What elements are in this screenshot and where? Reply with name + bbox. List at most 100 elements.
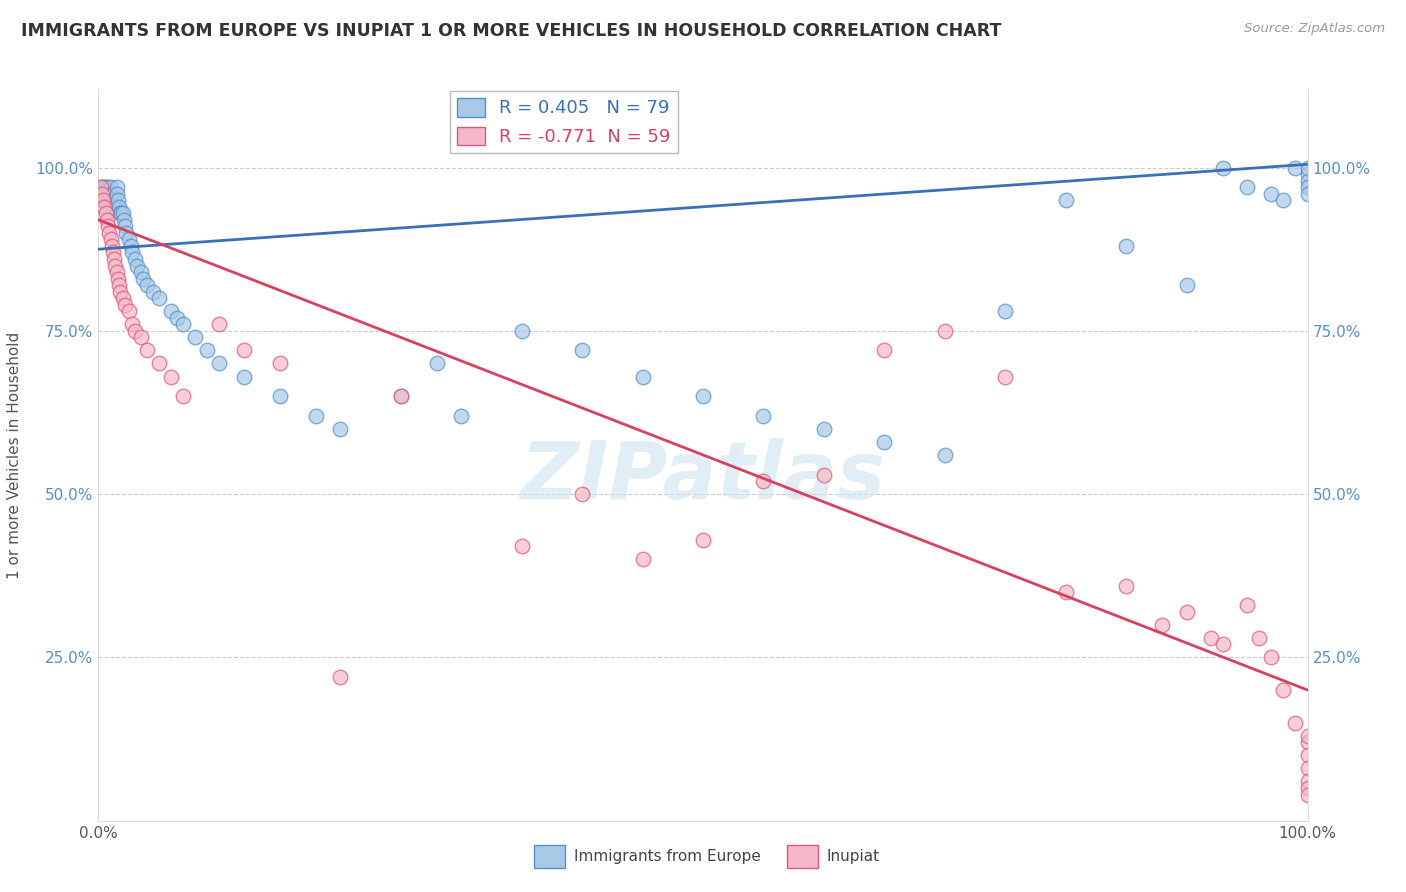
- Point: [692, 533, 714, 547]
- Point: [873, 343, 896, 358]
- Bar: [534, 846, 565, 868]
- Point: [1260, 186, 1282, 201]
- Point: [114, 219, 136, 234]
- Point: [1296, 167, 1319, 181]
- Point: [1296, 180, 1319, 194]
- Point: [100, 232, 122, 246]
- Point: [129, 330, 152, 344]
- Point: [571, 343, 593, 358]
- Point: [96, 212, 118, 227]
- Point: [631, 552, 654, 566]
- Point: [97, 219, 120, 234]
- Point: [1296, 735, 1319, 749]
- Point: [208, 356, 231, 371]
- Point: [100, 193, 122, 207]
- Point: [1272, 193, 1295, 207]
- Point: [103, 193, 125, 207]
- Point: [97, 180, 120, 194]
- Point: [132, 271, 155, 285]
- Point: [108, 200, 131, 214]
- Point: [101, 245, 124, 260]
- Point: [1296, 788, 1319, 802]
- Point: [108, 278, 131, 293]
- Point: [172, 318, 194, 332]
- Point: [91, 193, 114, 207]
- Point: [124, 252, 146, 266]
- Point: [1296, 186, 1319, 201]
- Point: [172, 389, 194, 403]
- Text: Source: ZipAtlas.com: Source: ZipAtlas.com: [1244, 22, 1385, 36]
- Point: [91, 180, 114, 194]
- Point: [111, 206, 134, 220]
- Legend: R = 0.405   N = 79, R = -0.771  N = 59: R = 0.405 N = 79, R = -0.771 N = 59: [450, 91, 678, 153]
- Point: [120, 239, 142, 253]
- Point: [135, 278, 157, 293]
- Point: [94, 206, 117, 220]
- Point: [108, 206, 131, 220]
- Point: [127, 259, 149, 273]
- Point: [1199, 631, 1222, 645]
- Point: [94, 180, 117, 194]
- Point: [142, 285, 165, 299]
- Point: [1152, 617, 1174, 632]
- Point: [160, 304, 183, 318]
- Point: [115, 226, 138, 240]
- Point: [166, 310, 188, 325]
- Point: [1272, 683, 1295, 698]
- Point: [100, 186, 122, 201]
- Point: [1236, 180, 1258, 194]
- Point: [1296, 761, 1319, 775]
- Point: [1115, 578, 1137, 592]
- Point: [1054, 585, 1077, 599]
- Point: [101, 193, 124, 207]
- Point: [90, 180, 112, 194]
- Point: [112, 212, 135, 227]
- Point: [114, 298, 136, 312]
- Point: [510, 324, 533, 338]
- Point: [752, 409, 775, 423]
- Text: Immigrants from Europe: Immigrants from Europe: [574, 849, 761, 864]
- Point: [1284, 161, 1306, 175]
- Text: Inupiat: Inupiat: [827, 849, 880, 864]
- Point: [1296, 161, 1319, 175]
- Point: [97, 186, 120, 201]
- Point: [118, 232, 141, 246]
- Point: [118, 304, 141, 318]
- Point: [813, 467, 835, 482]
- Point: [994, 304, 1017, 318]
- Point: [107, 271, 129, 285]
- Point: [104, 200, 127, 214]
- Point: [510, 539, 533, 553]
- Point: [1296, 729, 1319, 743]
- Point: [100, 186, 122, 201]
- Point: [195, 343, 218, 358]
- Point: [91, 186, 114, 201]
- Point: [121, 245, 143, 260]
- Point: [1296, 748, 1319, 763]
- Point: [100, 239, 122, 253]
- Point: [305, 409, 328, 423]
- Point: [93, 200, 115, 214]
- Point: [111, 291, 134, 305]
- Point: [129, 265, 152, 279]
- Point: [91, 186, 114, 201]
- Point: [100, 180, 122, 194]
- Point: [232, 369, 254, 384]
- Point: [93, 193, 115, 207]
- Point: [101, 200, 124, 214]
- Point: [269, 389, 291, 403]
- Point: [107, 193, 129, 207]
- Y-axis label: 1 or more Vehicles in Household: 1 or more Vehicles in Household: [7, 331, 21, 579]
- Point: [873, 434, 896, 449]
- Point: [124, 324, 146, 338]
- Point: [269, 356, 291, 371]
- Point: [98, 226, 121, 240]
- Point: [329, 670, 352, 684]
- Point: [1260, 650, 1282, 665]
- Point: [934, 324, 956, 338]
- Point: [329, 422, 352, 436]
- Point: [94, 193, 117, 207]
- Point: [105, 265, 128, 279]
- Point: [108, 285, 131, 299]
- Point: [571, 487, 593, 501]
